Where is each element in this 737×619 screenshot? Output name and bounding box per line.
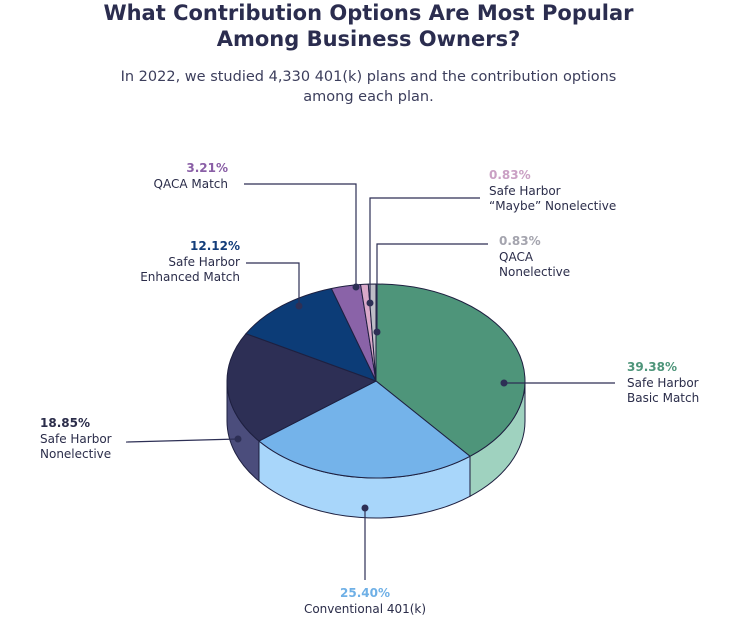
- leader-dot-1: [361, 504, 369, 512]
- slice-name-2-line-1: Nonelective: [40, 447, 111, 461]
- chart-subtitle-line-2: among each plan.: [303, 89, 434, 105]
- leader-dot-3: [295, 302, 303, 310]
- slice-percent-0: 39.38%: [627, 360, 677, 374]
- slice-label-1: 25.40% Conventional 401(k): [304, 586, 426, 616]
- slice-label-4: 3.21% QACA Match: [154, 161, 228, 191]
- pie-slice-1: [258, 380, 471, 479]
- slice-name-3-line-1: Enhanced Match: [140, 270, 240, 284]
- slice-name-5-line-0: Safe Harbor: [489, 184, 561, 198]
- slice-label-5: 0.83% Safe Harbor“Maybe” Nonelective: [489, 168, 616, 213]
- chart-title-line-1: What Contribution Options Are Most Popul…: [103, 1, 634, 25]
- pie-slice-3: [245, 287, 377, 382]
- slice-percent-1: 25.40%: [340, 586, 390, 600]
- slice-name-6-line-1: Nonelective: [499, 265, 570, 279]
- slice-name-2-line-0: Safe Harbor: [40, 432, 112, 446]
- pie-slice-6: [367, 283, 377, 382]
- slice-name-6-line-0: QACA: [499, 250, 534, 264]
- chart-subtitle-line-1: In 2022, we studied 4,330 401(k) plans a…: [120, 69, 617, 85]
- slice-percent-5: 0.83%: [489, 168, 531, 182]
- leader-line-5: [369, 197, 480, 303]
- slice-percent-4: 3.21%: [186, 161, 228, 175]
- leader-dot-4: [352, 283, 360, 291]
- leader-line-3: [246, 262, 300, 306]
- slice-percent-3: 12.12%: [190, 239, 240, 253]
- pie-slice-0: [375, 283, 526, 457]
- leader-line-4: [244, 183, 357, 287]
- slice-percent-2: 18.85%: [40, 416, 90, 430]
- slice-name-0-line-0: Safe Harbor: [627, 376, 699, 390]
- slice-name-5-line-1: “Maybe” Nonelective: [489, 199, 616, 213]
- chart-title-line-2: Among Business Owners?: [216, 27, 521, 51]
- leader-lines: [125, 183, 615, 580]
- pie-top-slices: [226, 283, 526, 479]
- pie-slice-2: [226, 333, 377, 442]
- slice-name-3-line-0: Safe Harbor: [168, 255, 240, 269]
- slice-name-1-line-0: Conventional 401(k): [304, 602, 426, 616]
- leader-dot-2: [234, 435, 242, 443]
- leader-line-2: [125, 438, 239, 443]
- leader-dot-0: [500, 379, 508, 387]
- slice-name-0-line-1: Basic Match: [627, 391, 699, 405]
- slice-name-4-line-0: QACA Match: [154, 177, 228, 191]
- chart-subtitle: In 2022, we studied 4,330 401(k) plans a…: [80, 67, 657, 107]
- slice-percent-6: 0.83%: [499, 234, 541, 248]
- leader-line-6: [376, 243, 488, 332]
- leader-dot-5: [366, 299, 374, 307]
- leader-dot-6: [373, 328, 381, 336]
- chart-title: What Contribution Options Are Most Popul…: [0, 0, 737, 52]
